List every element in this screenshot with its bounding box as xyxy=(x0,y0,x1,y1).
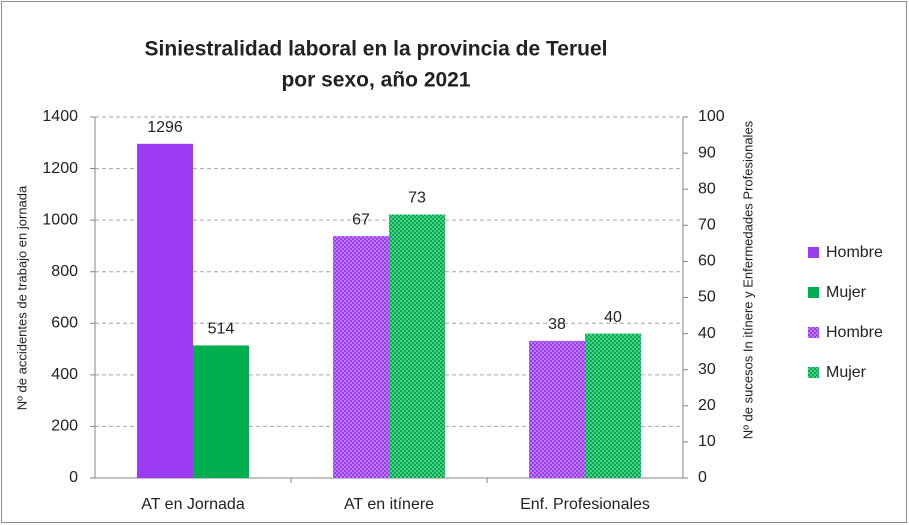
y2-tick-label: 0 xyxy=(698,469,707,486)
data-label: 67 xyxy=(352,211,370,228)
y-tick-label: 0 xyxy=(69,469,78,486)
legend-swatch xyxy=(808,287,819,298)
y-tick-label: 600 xyxy=(51,315,78,332)
bar xyxy=(193,345,249,478)
x-tick-label: AT en Jornada xyxy=(141,496,245,513)
chart-title: Siniestralidad laboral en la provincia d… xyxy=(145,38,608,61)
y2-tick-label: 10 xyxy=(698,433,716,450)
y2-axis-title: Nº de sucesos In itínere y Enfermedades … xyxy=(740,120,755,439)
data-label: 1296 xyxy=(147,119,183,136)
x-tick-label: AT en itínere xyxy=(344,496,434,513)
y-tick-label: 1200 xyxy=(42,160,78,177)
data-label: 40 xyxy=(604,309,622,326)
y-tick-label: 400 xyxy=(51,366,78,383)
y-axis-title: Nº de accidentes de trabajo en jornada xyxy=(14,185,29,410)
chart-title: por sexo, año 2021 xyxy=(281,69,470,92)
y2-tick-label: 30 xyxy=(698,361,716,378)
y2-tick-label: 50 xyxy=(698,289,716,306)
legend-swatch xyxy=(808,327,819,338)
bar xyxy=(585,333,641,478)
y2-tick-label: 60 xyxy=(698,253,716,270)
y2-tick-label: 70 xyxy=(698,217,716,234)
bar xyxy=(333,236,389,478)
legend-swatch xyxy=(808,247,819,258)
bar xyxy=(389,214,445,478)
y-tick-label: 1000 xyxy=(42,211,78,228)
legend-label: Mujer xyxy=(826,364,867,381)
data-label: 38 xyxy=(548,316,566,333)
y2-tick-label: 90 xyxy=(698,144,716,161)
y-tick-label: 200 xyxy=(51,418,78,435)
legend-label: Hombre xyxy=(826,324,883,341)
legend-swatch xyxy=(808,367,819,378)
legend-label: Hombre xyxy=(826,244,883,261)
y2-tick-label: 20 xyxy=(698,397,716,414)
y2-tick-label: 80 xyxy=(698,180,716,197)
legend-label: Mujer xyxy=(826,284,867,301)
y-tick-label: 800 xyxy=(51,263,78,280)
bar xyxy=(529,340,585,478)
y2-tick-label: 40 xyxy=(698,325,716,342)
data-label: 73 xyxy=(408,190,426,207)
data-label: 514 xyxy=(208,321,235,338)
y2-tick-label: 100 xyxy=(698,108,725,125)
bar xyxy=(137,143,193,478)
x-tick-label: Enf. Profesionales xyxy=(520,496,650,513)
y-tick-label: 1400 xyxy=(42,108,78,125)
